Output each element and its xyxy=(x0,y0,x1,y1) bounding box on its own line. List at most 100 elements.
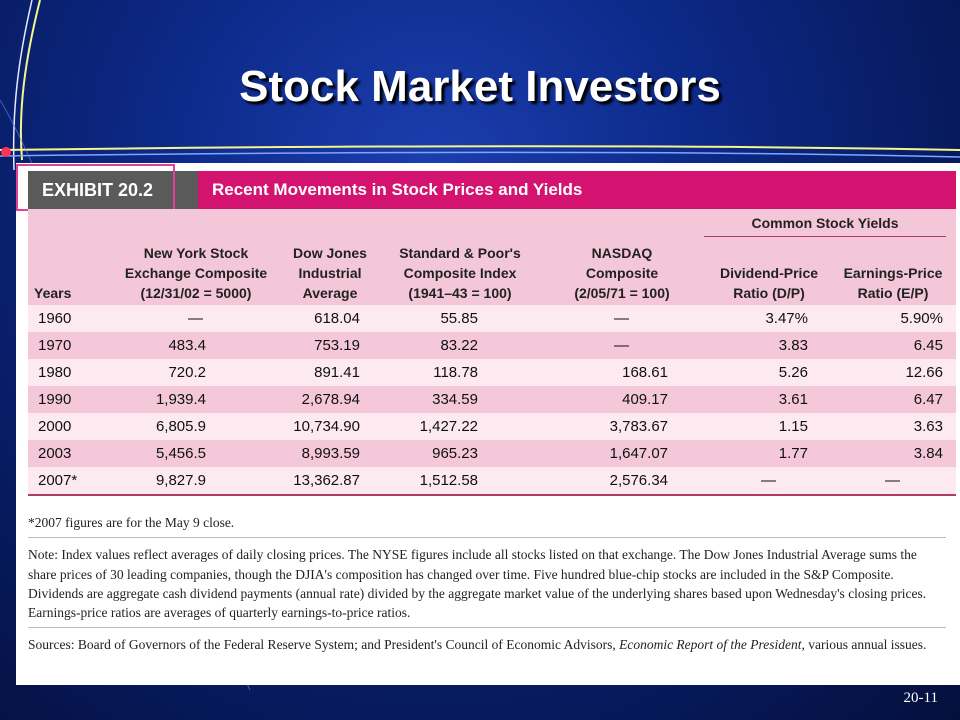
table-cell: 3.84 xyxy=(913,445,943,462)
table-row: 1960 — 618.04 55.85 — 3.47% 5.90% xyxy=(28,305,956,332)
exhibit-header-bar: EXHIBIT 20.2 Recent Movements in Stock P… xyxy=(28,171,956,209)
table-row: 1970 483.4 753.19 83.22 — 3.83 6.45 xyxy=(28,332,956,359)
table-cell: 12.66 xyxy=(905,364,943,381)
column-header-line: Ratio (E/P) xyxy=(857,285,929,301)
table-body: 1960 — 618.04 55.85 — 3.47% 5.90% 1970 483.4 753.… xyxy=(28,305,956,496)
table-cell: 6,805.9 xyxy=(155,418,206,435)
table-row: 1980 720.2 891.41 118.78 168.61 5.26 12.66 xyxy=(28,359,956,386)
table-cell: 83.22 xyxy=(440,337,478,354)
table-cell: — xyxy=(761,472,776,489)
table-row: 2003 5,456.5 8,993.59 965.23 1,647.07 1.77 3.8… xyxy=(28,440,956,467)
table-cell: 891.41 xyxy=(314,364,360,381)
exhibit-label-outline xyxy=(16,164,175,211)
table-cell: 10,734.90 xyxy=(293,418,360,435)
table-cell: — xyxy=(614,310,629,327)
column-header-line: New York Stock xyxy=(143,245,249,261)
column-header-line: Ratio (D/P) xyxy=(733,285,805,301)
column-header: Years xyxy=(34,283,96,303)
column-header-line: NASDAQ xyxy=(591,245,653,261)
column-header-line: Standard & Poor's xyxy=(399,245,521,261)
table-cell: 6.47 xyxy=(913,391,943,408)
table-cell: 1960 xyxy=(38,310,72,327)
page-number: 20-11 xyxy=(903,690,938,706)
table-cell: 5,456.5 xyxy=(155,445,206,462)
group-header-rule xyxy=(704,236,946,237)
sources-italic: Economic Report of the President, xyxy=(619,637,805,653)
column-header-line: Years xyxy=(34,285,72,301)
notes-divider xyxy=(28,537,946,539)
column-header-line: Dividend-Price xyxy=(719,265,819,281)
table-cell: 55.85 xyxy=(440,310,478,327)
table-row: 1990 1,939.4 2,678.94 334.59 409.17 3.61 6.47 xyxy=(28,386,956,413)
table-cell: 1.15 xyxy=(778,418,808,435)
table-cell: 2,678.94 xyxy=(301,391,360,408)
column-header: New York Stock Exchange Composite (12/31/0… xyxy=(112,243,280,303)
group-header-yields: Common Stock Yields xyxy=(751,215,899,231)
column-header-line: Composite Index xyxy=(403,265,517,281)
table-cell: — xyxy=(188,310,203,327)
table-cell: 334.59 xyxy=(432,391,478,408)
table-cell: 753.19 xyxy=(314,337,360,354)
column-header-line: Exchange Composite xyxy=(124,265,268,281)
exhibit-label: EXHIBIT 20.2 xyxy=(28,171,198,209)
table-cell: 720.2 xyxy=(168,364,206,381)
table-cell: 1,427.22 xyxy=(419,418,478,435)
table-cell: 2003 xyxy=(38,445,72,462)
table-cell: 8,993.59 xyxy=(301,445,360,462)
table-cell: 1,939.4 xyxy=(155,391,206,408)
column-header-line: Industrial xyxy=(298,265,362,281)
sources-text: Sources: Board of Governors of the Feder… xyxy=(28,635,946,654)
table-cell: 2,576.34 xyxy=(609,472,668,489)
column-header: Earnings-Price Ratio (E/P) xyxy=(834,263,952,303)
column-header: NASDAQ Composite (2/05/71 = 100) xyxy=(540,243,704,303)
footnote: *2007 figures are for the May 9 close. xyxy=(28,515,235,530)
table-cell: 1990 xyxy=(38,391,72,408)
column-header: Standard & Poor's Composite Index (1941–43… xyxy=(380,243,540,303)
column-header-line: Average xyxy=(302,285,358,301)
table-cell: 6.45 xyxy=(913,337,943,354)
table-row: 2007* 9,827.9 13,362.87 1,512.58 2,576.34 — — xyxy=(28,467,956,496)
table-cell: 1.77 xyxy=(778,445,808,462)
note-text: Note: Index values reflect averages of d… xyxy=(28,547,927,621)
exhibit-title: Recent Movements in Stock Prices and Yie… xyxy=(212,180,583,199)
table-cell: 3.83 xyxy=(778,337,808,354)
column-header-line: Composite xyxy=(585,265,659,281)
table-row: 2000 6,805.9 10,734.90 1,427.22 3,783.67 1.15… xyxy=(28,413,956,440)
table-cell: 483.4 xyxy=(168,337,206,354)
sources-lead: Sources: Board of Governors of the Feder… xyxy=(28,637,616,653)
table-cell: 1970 xyxy=(38,337,72,354)
table-cell: 3.63 xyxy=(913,418,943,435)
exhibit-notes: *2007 figures are for the May 9 close. N… xyxy=(28,513,946,660)
table-cell: 118.78 xyxy=(433,364,478,381)
notes-divider xyxy=(28,627,946,629)
column-header-line: (1941–43 = 100) xyxy=(408,285,512,301)
table-cell: 618.04 xyxy=(314,310,360,327)
column-header-line: (12/31/02 = 5000) xyxy=(140,285,252,301)
table-cell: 965.23 xyxy=(432,445,478,462)
table-cell: 5.26 xyxy=(778,364,808,381)
table-cell: 2007* xyxy=(38,472,78,489)
exhibit-panel: EXHIBIT 20.2 Recent Movements in Stock P… xyxy=(16,163,960,685)
table-cell: 2000 xyxy=(38,418,72,435)
table-cell: 1,647.07 xyxy=(609,445,668,462)
table-cell: — xyxy=(614,337,629,354)
table-cell: 3.47% xyxy=(765,310,808,327)
table-cell: — xyxy=(885,472,900,489)
table-cell: 5.90% xyxy=(900,310,943,327)
slide-title: Stock Market Investors xyxy=(239,62,721,111)
column-header: Dividend-Price Ratio (D/P) xyxy=(704,263,834,303)
table-cell: 3,783.67 xyxy=(609,418,668,435)
table-cell: 13,362.87 xyxy=(293,472,360,489)
sources-tail: various annual issues. xyxy=(808,637,927,653)
column-header: Dow Jones Industrial Average xyxy=(280,243,380,303)
table-cell: 3.61 xyxy=(778,391,808,408)
table-cell: 1,512.58 xyxy=(419,472,478,489)
column-header-line: Dow Jones xyxy=(293,245,367,261)
table-cell: 409.17 xyxy=(622,391,668,408)
table-cell: 168.61 xyxy=(622,364,668,381)
table-cell: 1980 xyxy=(38,364,72,381)
column-header-line: (2/05/71 = 100) xyxy=(574,285,670,301)
table-cell: 9,827.9 xyxy=(155,472,206,489)
column-header-line: Earnings-Price xyxy=(843,265,943,281)
table-header: Common Stock Yields Years New York Stock E… xyxy=(28,209,956,305)
